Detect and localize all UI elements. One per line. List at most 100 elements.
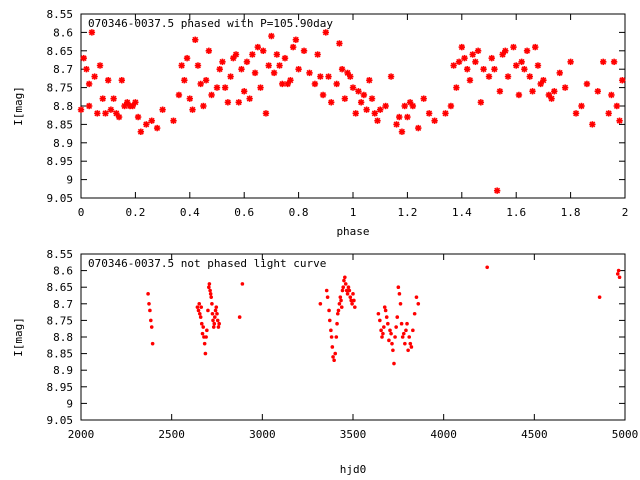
data-point	[515, 91, 523, 99]
data-point	[376, 311, 381, 316]
data-point	[399, 321, 404, 326]
data-point	[477, 99, 485, 106]
data-point	[616, 268, 621, 273]
data-point	[311, 80, 319, 88]
data-point	[532, 43, 539, 51]
data-point	[342, 278, 346, 283]
data-point	[615, 272, 620, 276]
data-point	[318, 302, 323, 306]
data-point	[279, 80, 286, 88]
data-point	[202, 341, 207, 346]
x-tick-label: 0.4	[180, 206, 200, 219]
data-point	[381, 331, 385, 336]
data-point	[610, 58, 618, 66]
data-point	[347, 73, 354, 80]
data-point	[115, 113, 123, 121]
data-point	[578, 102, 585, 110]
y-tick-label: 8.85	[47, 348, 74, 361]
data-point	[99, 95, 106, 102]
data-point	[148, 117, 155, 124]
data-point	[597, 295, 602, 299]
data-point	[407, 335, 412, 339]
data-point	[146, 292, 150, 296]
data-point	[107, 106, 115, 113]
data-point	[210, 302, 214, 306]
data-point	[384, 315, 389, 319]
data-point	[192, 36, 199, 43]
x-axis-title: phase	[336, 225, 369, 238]
data-point	[241, 88, 248, 95]
data-point	[608, 91, 615, 99]
data-point	[237, 315, 242, 319]
data-point	[589, 121, 596, 128]
data-point	[118, 77, 125, 84]
y-tick-label: 8.6	[53, 26, 73, 39]
data-point	[213, 84, 221, 91]
x-tick-label: 1.8	[561, 206, 581, 219]
data-point	[322, 29, 329, 36]
x-tick-label: 3000	[249, 428, 276, 441]
data-point	[387, 338, 391, 343]
data-point	[202, 77, 210, 84]
data-point	[504, 73, 512, 80]
data-point	[178, 62, 185, 69]
data-point	[83, 66, 90, 73]
data-point	[238, 66, 245, 73]
plot-frame	[80, 253, 626, 421]
data-point	[534, 62, 542, 69]
data-point	[327, 308, 331, 313]
data-point	[194, 62, 202, 69]
data-point	[343, 282, 348, 286]
data-point	[325, 73, 332, 80]
data-point	[391, 348, 395, 353]
data-point	[613, 102, 621, 110]
data-point	[175, 91, 183, 99]
data-point	[594, 88, 601, 95]
data-point	[378, 318, 382, 323]
data-point	[153, 124, 161, 132]
data-point	[523, 47, 531, 54]
y-axis-title: I[mag]	[12, 317, 25, 357]
data-point	[414, 295, 419, 299]
data-point	[200, 331, 205, 336]
data-point	[513, 62, 520, 69]
data-point	[281, 54, 289, 62]
data-point	[339, 298, 343, 303]
data-point	[208, 288, 212, 293]
data-point	[480, 66, 487, 73]
data-point	[149, 318, 153, 323]
data-point	[338, 295, 343, 299]
data-point	[208, 292, 213, 296]
data-point	[551, 88, 558, 95]
data-point	[339, 305, 344, 309]
data-point	[183, 54, 191, 62]
data-point	[289, 43, 297, 51]
data-point	[196, 308, 201, 313]
x-tick-label: 4500	[521, 428, 548, 441]
x-tick-label: 2	[622, 206, 629, 219]
y-tick-label: 9	[66, 174, 73, 187]
y-tick-label: 8.65	[47, 45, 74, 58]
data-point	[403, 341, 407, 346]
data-point	[287, 77, 294, 84]
data-point	[374, 117, 381, 124]
data-point	[416, 302, 421, 306]
data-point	[458, 43, 465, 51]
data-point	[216, 66, 223, 73]
data-point	[600, 58, 607, 66]
data-point	[404, 113, 411, 121]
data-point	[377, 106, 384, 113]
data-point	[455, 58, 463, 66]
data-point	[215, 318, 220, 323]
data-point	[349, 298, 353, 303]
y-tick-label: 9	[66, 397, 73, 410]
data-point	[214, 305, 219, 309]
y-tick-label: 8.9	[53, 137, 73, 150]
phased-light-curve-panel: 8.55 8.6 8.65 8.7 8.75 8.8 8.85 8.9 8.95 9 9.05 0 0.…	[12, 8, 628, 238]
data-point	[386, 321, 390, 326]
y-tick-label: 9.05	[47, 192, 74, 205]
data-point	[408, 341, 413, 346]
x-tick-label: 3500	[340, 428, 367, 441]
data-point	[393, 121, 400, 128]
